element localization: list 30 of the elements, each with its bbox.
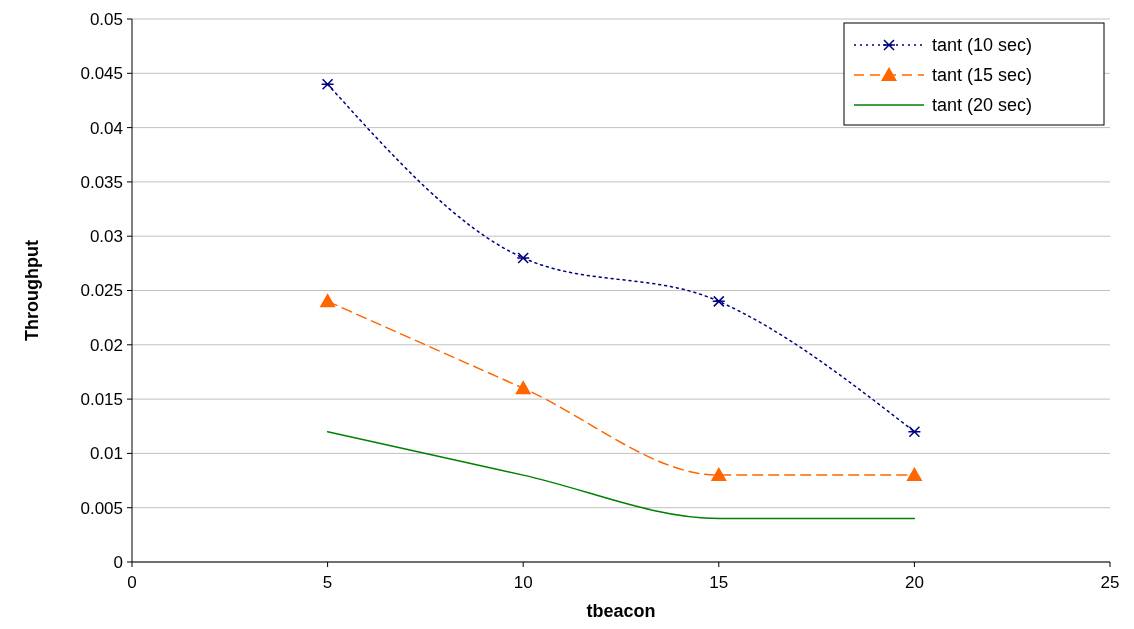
legend-label: tant (15 sec) — [932, 65, 1033, 86]
x-tick-label: 20 — [904, 573, 924, 592]
point — [320, 78, 335, 90]
y-tick-label: 0.045 — [80, 64, 123, 84]
x-axis-title: tbeacon — [586, 601, 656, 621]
point — [710, 467, 727, 482]
point — [516, 252, 530, 264]
y-tick-label: 0 — [113, 552, 123, 572]
x-tick-label: 15 — [709, 573, 729, 592]
y-tick-label: 0.015 — [80, 390, 123, 410]
y-tick-label: 0.025 — [80, 281, 123, 301]
point — [906, 467, 923, 482]
y-tick-label: 0.03 — [89, 227, 123, 247]
point — [907, 425, 922, 438]
y-axis-title: Throughput — [22, 240, 42, 341]
y-tick-label: 0.005 — [80, 498, 123, 518]
legend-label: tant (20 sec) — [932, 95, 1033, 116]
point — [319, 293, 336, 308]
x-tick-label: 25 — [1100, 573, 1120, 592]
point — [712, 295, 726, 308]
legend-label: tant (10 sec) — [932, 35, 1033, 56]
x-tick-label: 5 — [322, 573, 333, 592]
y-tick-label: 0.02 — [89, 335, 123, 355]
y-tick-label: 0.035 — [80, 172, 123, 192]
y-tick-label: 0.05 — [89, 9, 123, 29]
x-tick-label: 10 — [513, 573, 533, 592]
x-tick-label: 0 — [127, 573, 137, 592]
point — [515, 380, 532, 395]
y-tick-label: 0.01 — [89, 444, 123, 464]
y-tick-label: 0.04 — [89, 118, 123, 138]
